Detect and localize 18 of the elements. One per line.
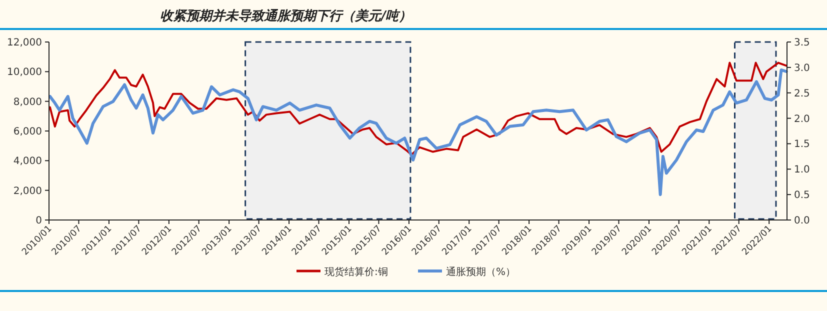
y-tick-label: 10,000 — [7, 67, 42, 78]
y-tick-label: 12,000 — [7, 38, 42, 48]
y2-tick-label: 3.5 — [794, 38, 810, 48]
y-tick-label: 0 — [36, 216, 42, 226]
y2-tick-label: 1.5 — [794, 139, 810, 150]
y-tick-label: 2,000 — [13, 186, 42, 197]
y-tick-label: 4,000 — [13, 156, 42, 168]
legend-label: 现货结算价:铜 — [324, 266, 388, 278]
chart-title: 收紧预期并未导致通胀预期下行（美元/吨） — [160, 8, 412, 24]
y2-tick-label: 0.0 — [794, 216, 810, 226]
y2-tick-label: 2.0 — [794, 114, 810, 125]
y2-tick-label: 1.0 — [794, 164, 810, 176]
y-tick-label: 8,000 — [13, 96, 42, 108]
legend-label: 通胀预期（%） — [446, 266, 516, 278]
y-tick-label: 6,000 — [13, 126, 42, 138]
y2-tick-label: 3.0 — [794, 62, 810, 74]
y2-tick-label: 0.5 — [794, 190, 810, 202]
y2-tick-label: 2.5 — [794, 88, 810, 100]
